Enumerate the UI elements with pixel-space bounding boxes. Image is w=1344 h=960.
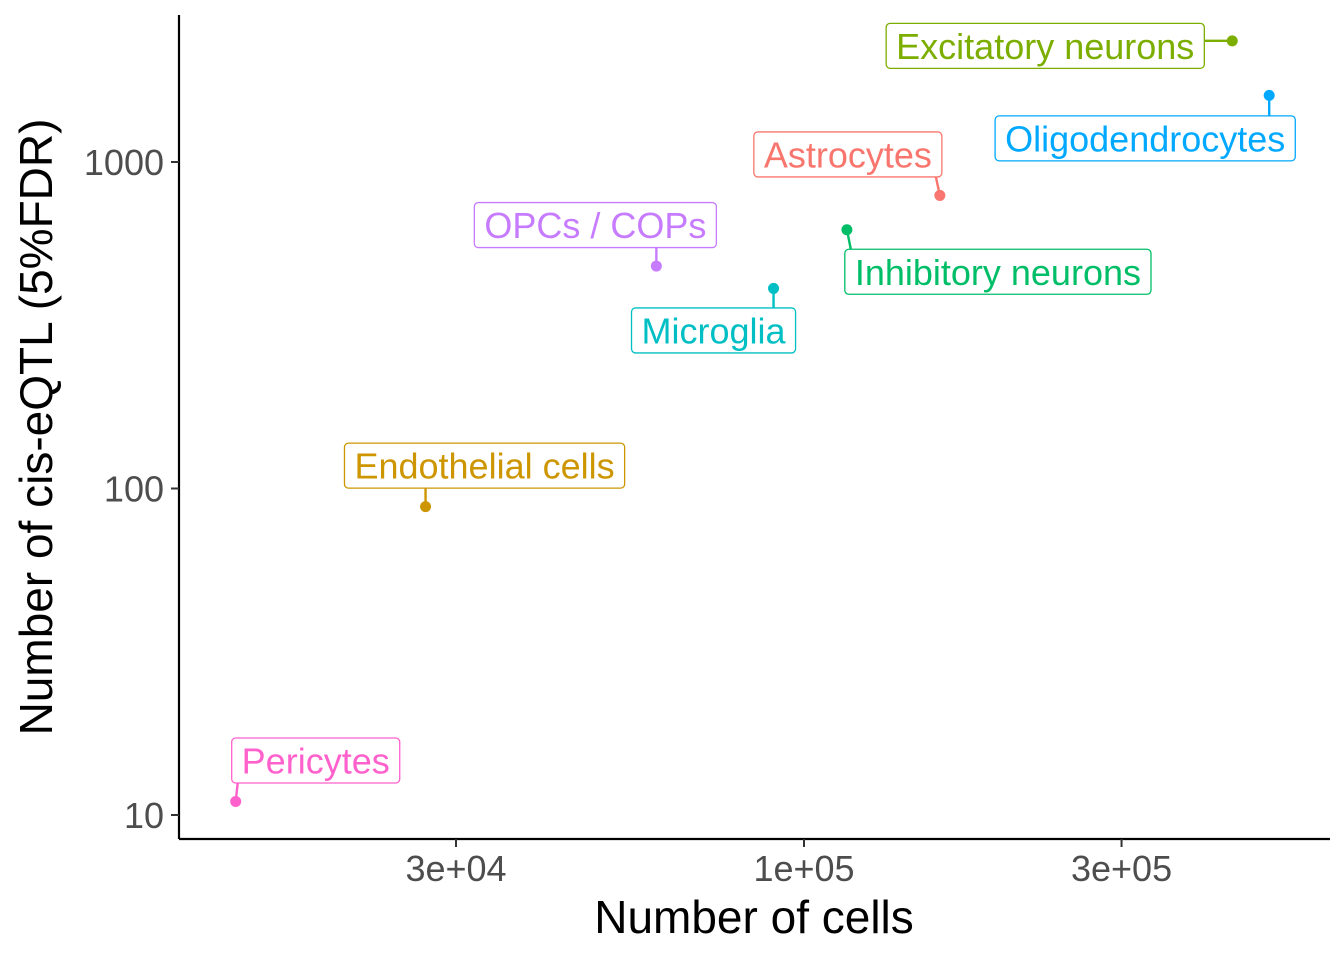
data-point-inhibitory-neurons (841, 224, 853, 236)
y-tick-label: 100 (104, 469, 164, 510)
label-box-excitatory-neurons (885, 22, 1205, 69)
point-oligodendrocytes: Oligodendrocytes (994, 89, 1296, 162)
label-box-pericytes (231, 737, 401, 784)
data-label-excitatory-neurons: Excitatory neurons (896, 26, 1194, 67)
label-box-microglia (630, 307, 797, 354)
y-tick-label: 10 (124, 795, 164, 836)
y-axis-title: Number of cis-eQTL (5%FDR) (10, 119, 62, 736)
point-excitatory-neurons: Excitatory neurons (885, 22, 1238, 69)
data-label-pericytes: Pericytes (242, 740, 390, 781)
data-point-excitatory-neurons (1226, 35, 1238, 47)
x-tick-label: 1e+05 (753, 848, 854, 889)
point-pericytes: Pericytes (230, 737, 401, 807)
y-tick-label: 1000 (84, 142, 164, 183)
data-label-oligodendrocytes: Oligodendrocytes (1005, 118, 1285, 159)
point-opcs-cops: OPCs / COPs (473, 201, 718, 272)
label-box-endothelial-cells (343, 442, 626, 489)
data-point-microglia (768, 282, 780, 294)
axes-layer (177, 15, 1330, 841)
label-box-inhibitory-neurons (844, 248, 1152, 295)
x-axis-title: Number of cells (594, 891, 914, 943)
data-label-microglia: Microglia (642, 310, 787, 351)
data-point-opcs-cops (650, 260, 662, 272)
point-astrocytes: Astrocytes (753, 131, 946, 201)
x-tick-label: 3e+05 (1071, 848, 1172, 889)
data-point-endothelial-cells (420, 501, 432, 513)
point-microglia: Microglia (630, 282, 797, 354)
data-label-endothelial-cells: Endothelial cells (354, 446, 614, 487)
point-endothelial-cells: Endothelial cells (343, 442, 626, 513)
data-label-astrocytes: Astrocytes (764, 134, 932, 175)
label-box-astrocytes (753, 131, 943, 178)
data-point-oligodendrocytes (1263, 89, 1275, 101)
x-tick-label: 3e+04 (405, 848, 506, 889)
ticks-layer: 3e+04 1e+05 3e+05 10 100 1000 (84, 142, 1172, 889)
data-label-inhibitory-neurons: Inhibitory neurons (855, 252, 1141, 293)
data-point-astrocytes (934, 189, 946, 201)
point-inhibitory-neurons: Inhibitory neurons (841, 224, 1152, 295)
data-label-opcs-cops: OPCs / COPs (484, 205, 706, 246)
data-point-pericytes (230, 795, 242, 807)
points-layer: Excitatory neurons Oligodendrocytes Astroc… (230, 22, 1296, 807)
label-box-oligodendrocytes (994, 115, 1296, 162)
label-box-opcs-cops (473, 201, 718, 249)
